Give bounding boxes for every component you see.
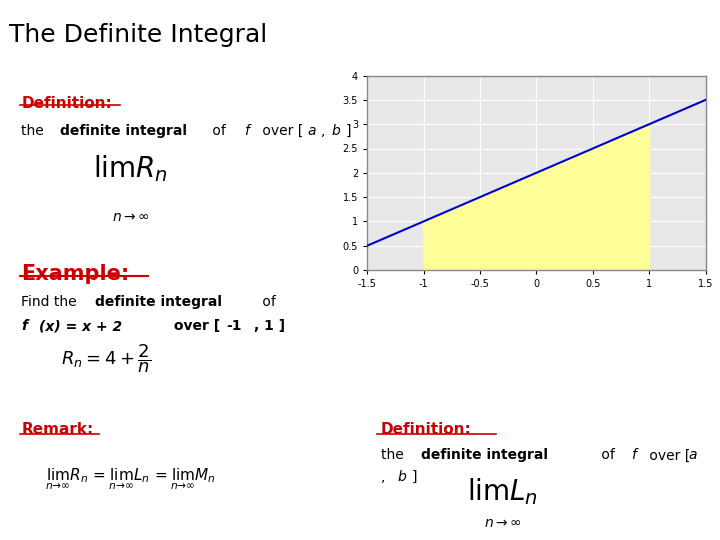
Text: ]: ] <box>346 124 351 138</box>
Text: f: f <box>22 319 27 333</box>
Text: over [: over [ <box>258 124 303 138</box>
Text: definite integral: definite integral <box>60 124 187 138</box>
Text: b: b <box>332 124 341 138</box>
Text: b: b <box>397 470 406 484</box>
Text: $n\rightarrow\infty$: $n\rightarrow\infty$ <box>112 210 150 224</box>
Text: (x) = x + 2: (x) = x + 2 <box>39 319 122 333</box>
Text: Example:: Example: <box>22 264 130 284</box>
Text: $\lim L_n$: $\lim L_n$ <box>467 476 538 507</box>
Text: $\lim_{n\to\infty} R_n = \lim_{n\to\infty} L_n = \lim_{n\to\infty} M_n$: $\lim_{n\to\infty} R_n = \lim_{n\to\inft… <box>45 467 216 492</box>
Text: of: of <box>258 295 276 309</box>
Text: Find the: Find the <box>22 295 81 309</box>
Text: the: the <box>381 448 408 462</box>
Text: over [: over [ <box>169 319 225 333</box>
Text: of: of <box>208 124 230 138</box>
Text: $R_n = 4 + \dfrac{2}{n}$: $R_n = 4 + \dfrac{2}{n}$ <box>61 342 151 375</box>
Text: Definition:: Definition: <box>381 422 472 437</box>
Text: definite integral: definite integral <box>95 295 222 309</box>
Text: ,: , <box>381 470 390 484</box>
Text: a: a <box>689 448 697 462</box>
Text: ,: , <box>321 124 330 138</box>
Text: f: f <box>243 124 248 138</box>
Text: of: of <box>598 448 620 462</box>
Text: , 1 ]: , 1 ] <box>254 319 285 333</box>
Text: Definition:: Definition: <box>22 96 112 111</box>
Text: Remark:: Remark: <box>22 422 94 437</box>
Text: ]: ] <box>411 470 417 484</box>
Text: -1: -1 <box>226 319 241 333</box>
Text: over [: over [ <box>644 448 690 462</box>
Text: a: a <box>307 124 315 138</box>
Text: $\lim R_n$: $\lim R_n$ <box>94 153 168 184</box>
Text: The Definite Integral: The Definite Integral <box>9 23 267 47</box>
Text: definite integral: definite integral <box>421 448 549 462</box>
Text: the: the <box>22 124 48 138</box>
Text: f: f <box>631 448 636 462</box>
Text: $n\rightarrow\infty$: $n\rightarrow\infty$ <box>484 516 521 530</box>
